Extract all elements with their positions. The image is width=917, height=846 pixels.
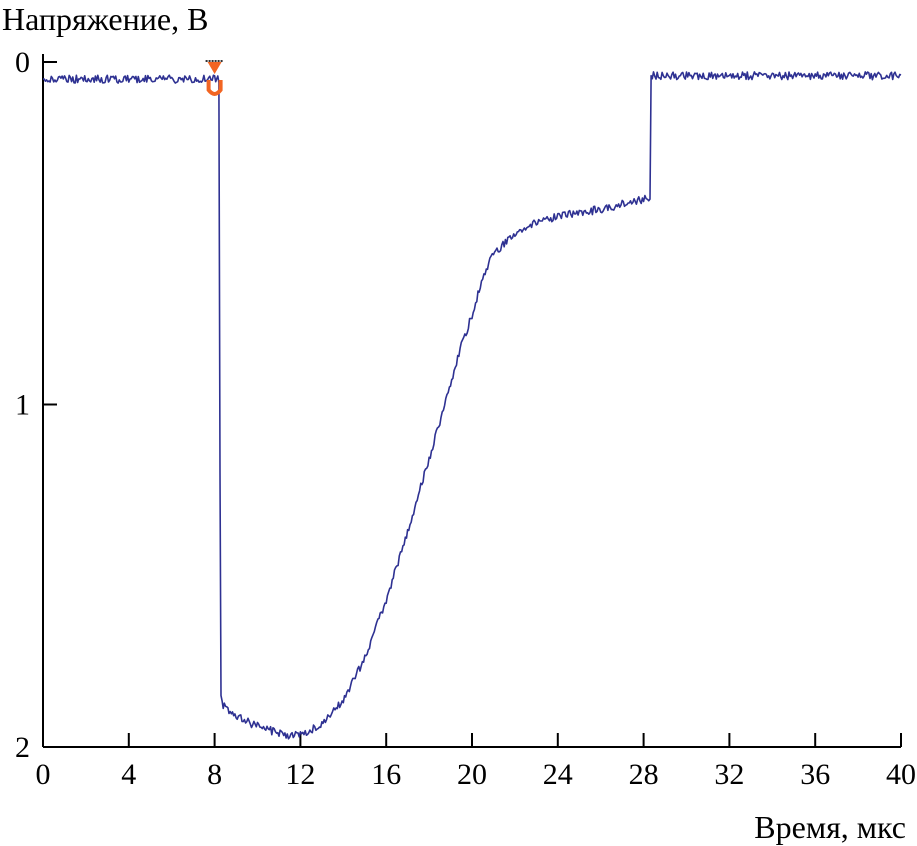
y-axis-label: Напряжение, В [2, 1, 208, 37]
y-tick-label: 1 [15, 389, 30, 422]
plot-frame [42, 54, 902, 748]
x-axis-label: Время, мкс [754, 809, 906, 845]
x-tick-label: 20 [457, 758, 487, 791]
y-tick-label: 0 [15, 46, 30, 79]
x-tick-label: 8 [207, 758, 222, 791]
x-tick-label: 0 [36, 758, 51, 791]
voltage-trace [42, 71, 902, 740]
x-tick-label: 28 [629, 758, 659, 791]
x-ticks: 0 4 8 12 16 20 24 28 32 36 40 [36, 733, 916, 791]
trigger-marker-u [206, 79, 223, 96]
y-ticks: 0 1 2 [15, 46, 57, 764]
x-tick-label: 16 [371, 758, 401, 791]
x-tick-label: 24 [543, 758, 573, 791]
x-tick-label: 40 [886, 758, 916, 791]
y-tick-label: 2 [15, 731, 30, 764]
x-tick-label: 32 [714, 758, 744, 791]
x-tick-label: 12 [285, 758, 315, 791]
series-layer [42, 71, 902, 740]
marker-layer [205, 60, 224, 96]
x-tick-label: 36 [800, 758, 830, 791]
x-tick-label: 4 [121, 758, 136, 791]
trigger-marker-triangle [207, 62, 222, 74]
